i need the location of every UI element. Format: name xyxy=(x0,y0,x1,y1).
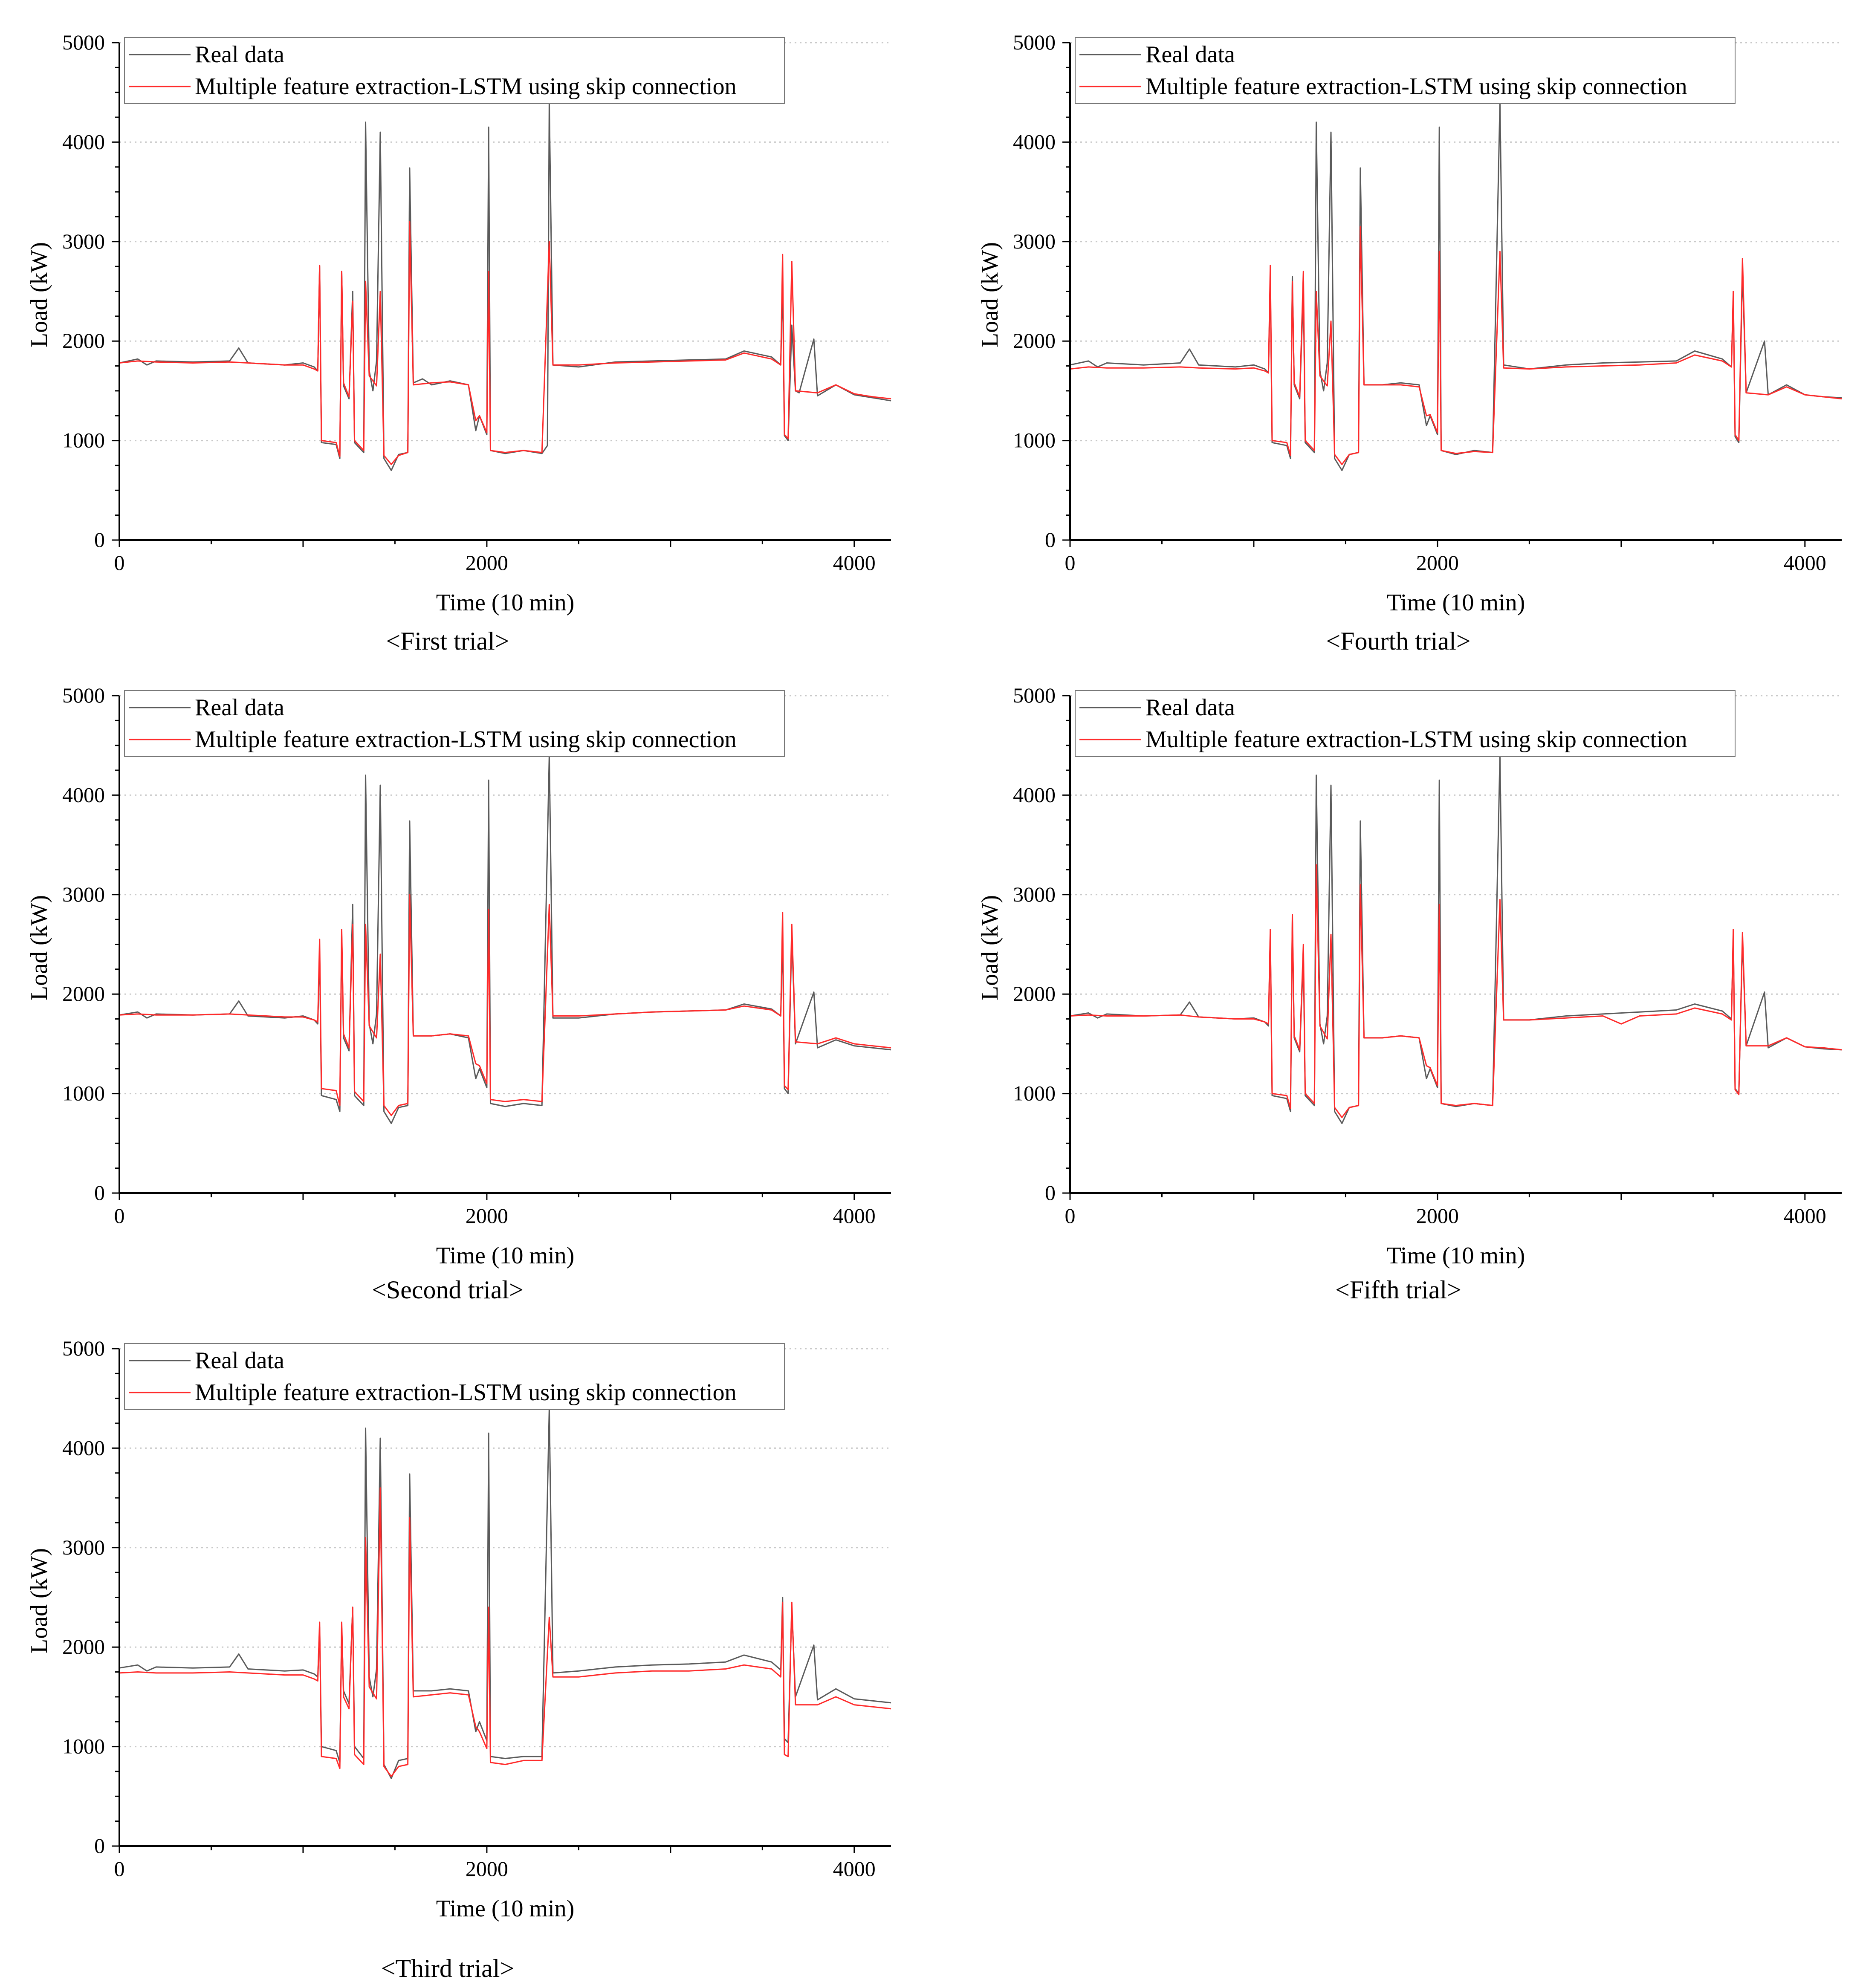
y-tick-label: 2000 xyxy=(1013,329,1056,353)
chart-svg: 0 1000 2000 3000 4000 5000 0 2000 4000 Time (10 m… xyxy=(26,1336,891,1922)
y-axis-label: Load (kW) xyxy=(977,242,1003,347)
y-tick-label: 0 xyxy=(94,1834,105,1858)
legend-label-predicted: Multiple feature extraction-LSTM using s… xyxy=(195,1379,737,1406)
chart-fourth-trial: 0 1000 2000 3000 4000 5000 0 2000 4000 Time (10 m… xyxy=(951,0,1846,655)
y-axis-label: Load (kW) xyxy=(26,895,52,1000)
chart-fifth-trial: 0 1000 2000 3000 4000 5000 0 2000 4000 Time (10 m… xyxy=(951,653,1846,1304)
y-axis-label: Load (kW) xyxy=(977,895,1003,1000)
y-tick-label: 3000 xyxy=(1013,882,1056,906)
y-tick-label: 4000 xyxy=(62,1436,105,1459)
series-line-real-data xyxy=(1070,754,1842,1124)
chart-second-trial: 0 1000 2000 3000 4000 5000 0 2000 4000 Time (10 m… xyxy=(0,653,895,1304)
y-tick-label: 1000 xyxy=(1013,428,1056,452)
series-line-predicted xyxy=(119,221,891,465)
chart-caption: <First trial> xyxy=(386,627,509,655)
y-tick-label: 2000 xyxy=(1013,982,1056,1006)
x-tick-label: 0 xyxy=(114,1857,125,1881)
y-tick-label: 1000 xyxy=(62,1081,105,1105)
y-tick-label: 4000 xyxy=(62,783,105,806)
y-tick-label: 0 xyxy=(94,528,105,552)
series-line-predicted xyxy=(119,894,891,1116)
y-tick-label: 4000 xyxy=(1013,130,1056,153)
legend-box xyxy=(124,37,785,104)
chart-third-trial: 0 1000 2000 3000 4000 5000 0 2000 4000 Time (10 m… xyxy=(0,1306,895,1982)
x-axis-label: Time (10 min) xyxy=(436,1896,575,1922)
series-line-real-data xyxy=(119,1407,891,1779)
legend-label-real-data: Real data xyxy=(195,41,284,68)
legend-label-real-data: Real data xyxy=(1146,694,1235,721)
legend-label-predicted: Multiple feature extraction-LSTM using s… xyxy=(1146,73,1687,100)
legend-box xyxy=(1075,690,1736,757)
series-line-predicted xyxy=(119,1487,891,1777)
x-axis-label: Time (10 min) xyxy=(1387,589,1525,616)
x-axis-label: Time (10 min) xyxy=(436,589,575,616)
chart-caption: <Fourth trial> xyxy=(1326,627,1471,655)
legend-label-real-data: Real data xyxy=(195,1347,284,1374)
y-tick-label: 3000 xyxy=(62,882,105,906)
x-tick-label: 2000 xyxy=(466,1857,508,1881)
y-tick-label: 0 xyxy=(94,1181,105,1205)
legend-box xyxy=(1075,37,1736,104)
legend-label-predicted: Multiple feature extraction-LSTM using s… xyxy=(195,73,737,100)
y-tick-label: 3000 xyxy=(62,1535,105,1559)
legend-label-real-data: Real data xyxy=(195,694,284,721)
x-tick-label: 2000 xyxy=(1416,1204,1459,1228)
series-line-predicted xyxy=(1070,226,1842,465)
x-axis-label: Time (10 min) xyxy=(1387,1242,1525,1269)
y-tick-label: 2000 xyxy=(62,982,105,1006)
series-line-real-data xyxy=(1070,101,1842,471)
y-tick-label: 5000 xyxy=(62,683,105,707)
chart-svg: 0 1000 2000 3000 4000 5000 0 2000 4000 Time (10 m… xyxy=(977,683,1842,1269)
chart-first-trial: 0 1000 2000 3000 4000 5000 0 2000 4000 Time (10 m… xyxy=(0,0,895,655)
x-tick-label: 0 xyxy=(1065,1204,1076,1228)
legend-label-predicted: Multiple feature extraction-LSTM using s… xyxy=(1146,726,1687,753)
x-tick-label: 2000 xyxy=(466,1204,508,1228)
x-tick-label: 4000 xyxy=(833,1857,876,1881)
chart-svg: 0 1000 2000 3000 4000 5000 0 2000 4000 Time (10 m… xyxy=(26,683,891,1269)
y-tick-label: 0 xyxy=(1045,1181,1056,1205)
series-line-real-data xyxy=(119,101,891,471)
legend-label-predicted: Multiple feature extraction-LSTM using s… xyxy=(195,726,737,753)
chart-caption: <Fifth trial> xyxy=(1335,1276,1461,1304)
y-tick-label: 4000 xyxy=(62,130,105,153)
y-tick-label: 1000 xyxy=(62,1734,105,1758)
y-tick-label: 1000 xyxy=(1013,1081,1056,1105)
x-tick-label: 0 xyxy=(1065,551,1076,575)
chart-caption: <Third trial> xyxy=(381,1954,515,1982)
x-tick-label: 4000 xyxy=(833,1204,876,1228)
legend-box xyxy=(124,690,785,757)
series-line-real-data xyxy=(119,754,891,1124)
chart-svg: 0 1000 2000 3000 4000 5000 0 2000 4000 Time (10 m… xyxy=(977,30,1842,616)
y-tick-label: 5000 xyxy=(62,30,105,54)
series-line-predicted xyxy=(1070,864,1842,1118)
y-tick-label: 2000 xyxy=(62,1635,105,1659)
x-tick-label: 0 xyxy=(114,551,125,575)
y-tick-label: 1000 xyxy=(62,428,105,452)
y-tick-label: 5000 xyxy=(62,1336,105,1360)
y-axis-label: Load (kW) xyxy=(26,242,52,347)
x-tick-label: 2000 xyxy=(466,551,508,575)
x-tick-label: 4000 xyxy=(1784,551,1826,575)
y-tick-label: 5000 xyxy=(1013,683,1056,707)
legend-label-real-data: Real data xyxy=(1146,41,1235,68)
y-tick-label: 2000 xyxy=(62,329,105,353)
chart-caption: <Second trial> xyxy=(372,1276,524,1304)
y-axis-label: Load (kW) xyxy=(26,1548,52,1653)
y-tick-label: 4000 xyxy=(1013,783,1056,806)
x-tick-label: 2000 xyxy=(1416,551,1459,575)
x-axis-label: Time (10 min) xyxy=(436,1242,575,1269)
y-tick-label: 3000 xyxy=(1013,229,1056,253)
legend-box xyxy=(124,1343,785,1410)
y-tick-label: 5000 xyxy=(1013,30,1056,54)
x-tick-label: 4000 xyxy=(833,551,876,575)
y-tick-label: 3000 xyxy=(62,229,105,253)
x-tick-label: 4000 xyxy=(1784,1204,1826,1228)
x-tick-label: 0 xyxy=(114,1204,125,1228)
chart-svg: 0 1000 2000 3000 4000 5000 0 2000 4000 Time (10 m… xyxy=(26,30,891,616)
y-tick-label: 0 xyxy=(1045,528,1056,552)
